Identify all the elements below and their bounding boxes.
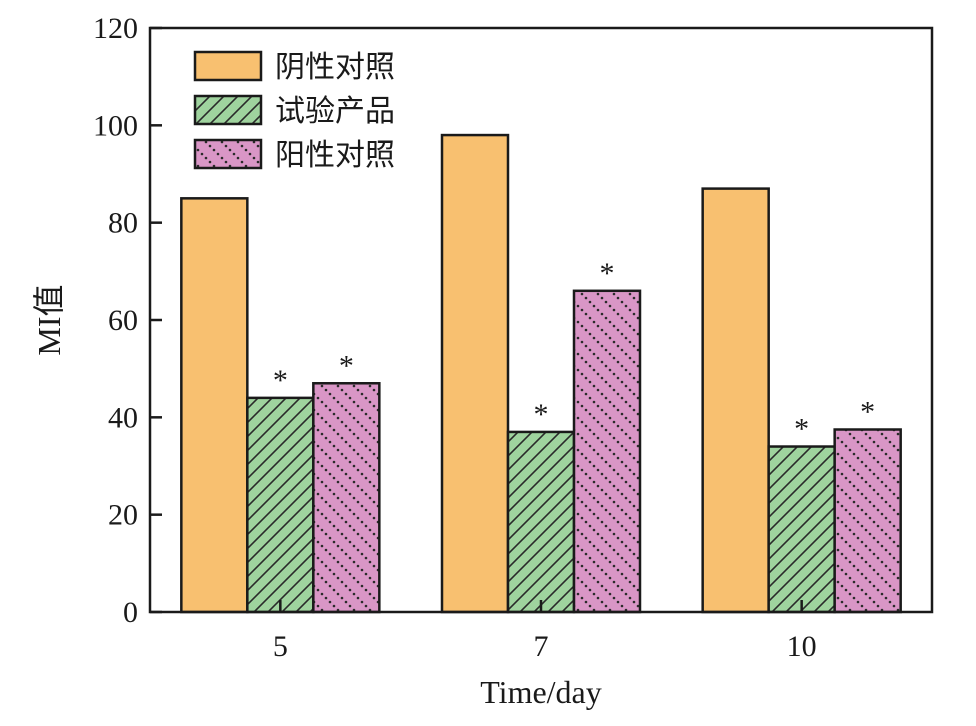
- y-tick-label: 40: [108, 401, 138, 434]
- bar: [702, 188, 769, 612]
- legend-label: 阳性对照: [275, 138, 395, 173]
- bar-pattern: [768, 446, 835, 612]
- y-tick-label: 60: [108, 304, 138, 337]
- legend-label: 阴性对照: [275, 50, 395, 85]
- significance-marks: * * * * * *: [273, 257, 875, 446]
- bar-pattern: [508, 431, 574, 612]
- legend-swatch-outline: [193, 138, 263, 170]
- y-tick-label: 100: [93, 109, 138, 142]
- y-tick-label: 120: [93, 12, 138, 45]
- x-tick-label: 10: [787, 630, 817, 663]
- bar-pattern: [247, 397, 314, 612]
- legend-swatch-pattern: [195, 140, 261, 168]
- legend-label: 试验产品: [275, 94, 395, 129]
- significance-star: *: [534, 398, 549, 431]
- significance-star: *: [600, 257, 615, 290]
- significance-star: *: [273, 364, 288, 397]
- significance-star: *: [860, 396, 875, 429]
- bars: [180, 133, 902, 614]
- bar-pattern: [834, 429, 901, 612]
- bar: [442, 135, 508, 613]
- legend-swatch-outline: [193, 50, 263, 82]
- x-axis-label: Time/day: [480, 674, 602, 710]
- legend-swatch: [195, 52, 261, 80]
- x-tick-label: 5: [273, 630, 288, 663]
- y-axis: 0 20 40 60 80 100 120: [93, 12, 162, 629]
- bar-pattern: [574, 290, 640, 612]
- bar: [181, 198, 248, 613]
- x-tick-label: 7: [534, 630, 549, 663]
- y-tick-label: 20: [108, 499, 138, 532]
- bar-pattern: [313, 383, 380, 612]
- y-tick-label: 0: [123, 596, 138, 629]
- x-axis: 5 7 10: [273, 600, 817, 663]
- legend-swatch-pattern: [195, 96, 261, 124]
- y-axis-label: MI值: [31, 284, 67, 355]
- legend-swatch-outline: [193, 94, 263, 126]
- y-tick-label: 80: [108, 207, 138, 240]
- significance-star: *: [794, 413, 809, 446]
- significance-star: *: [339, 349, 354, 382]
